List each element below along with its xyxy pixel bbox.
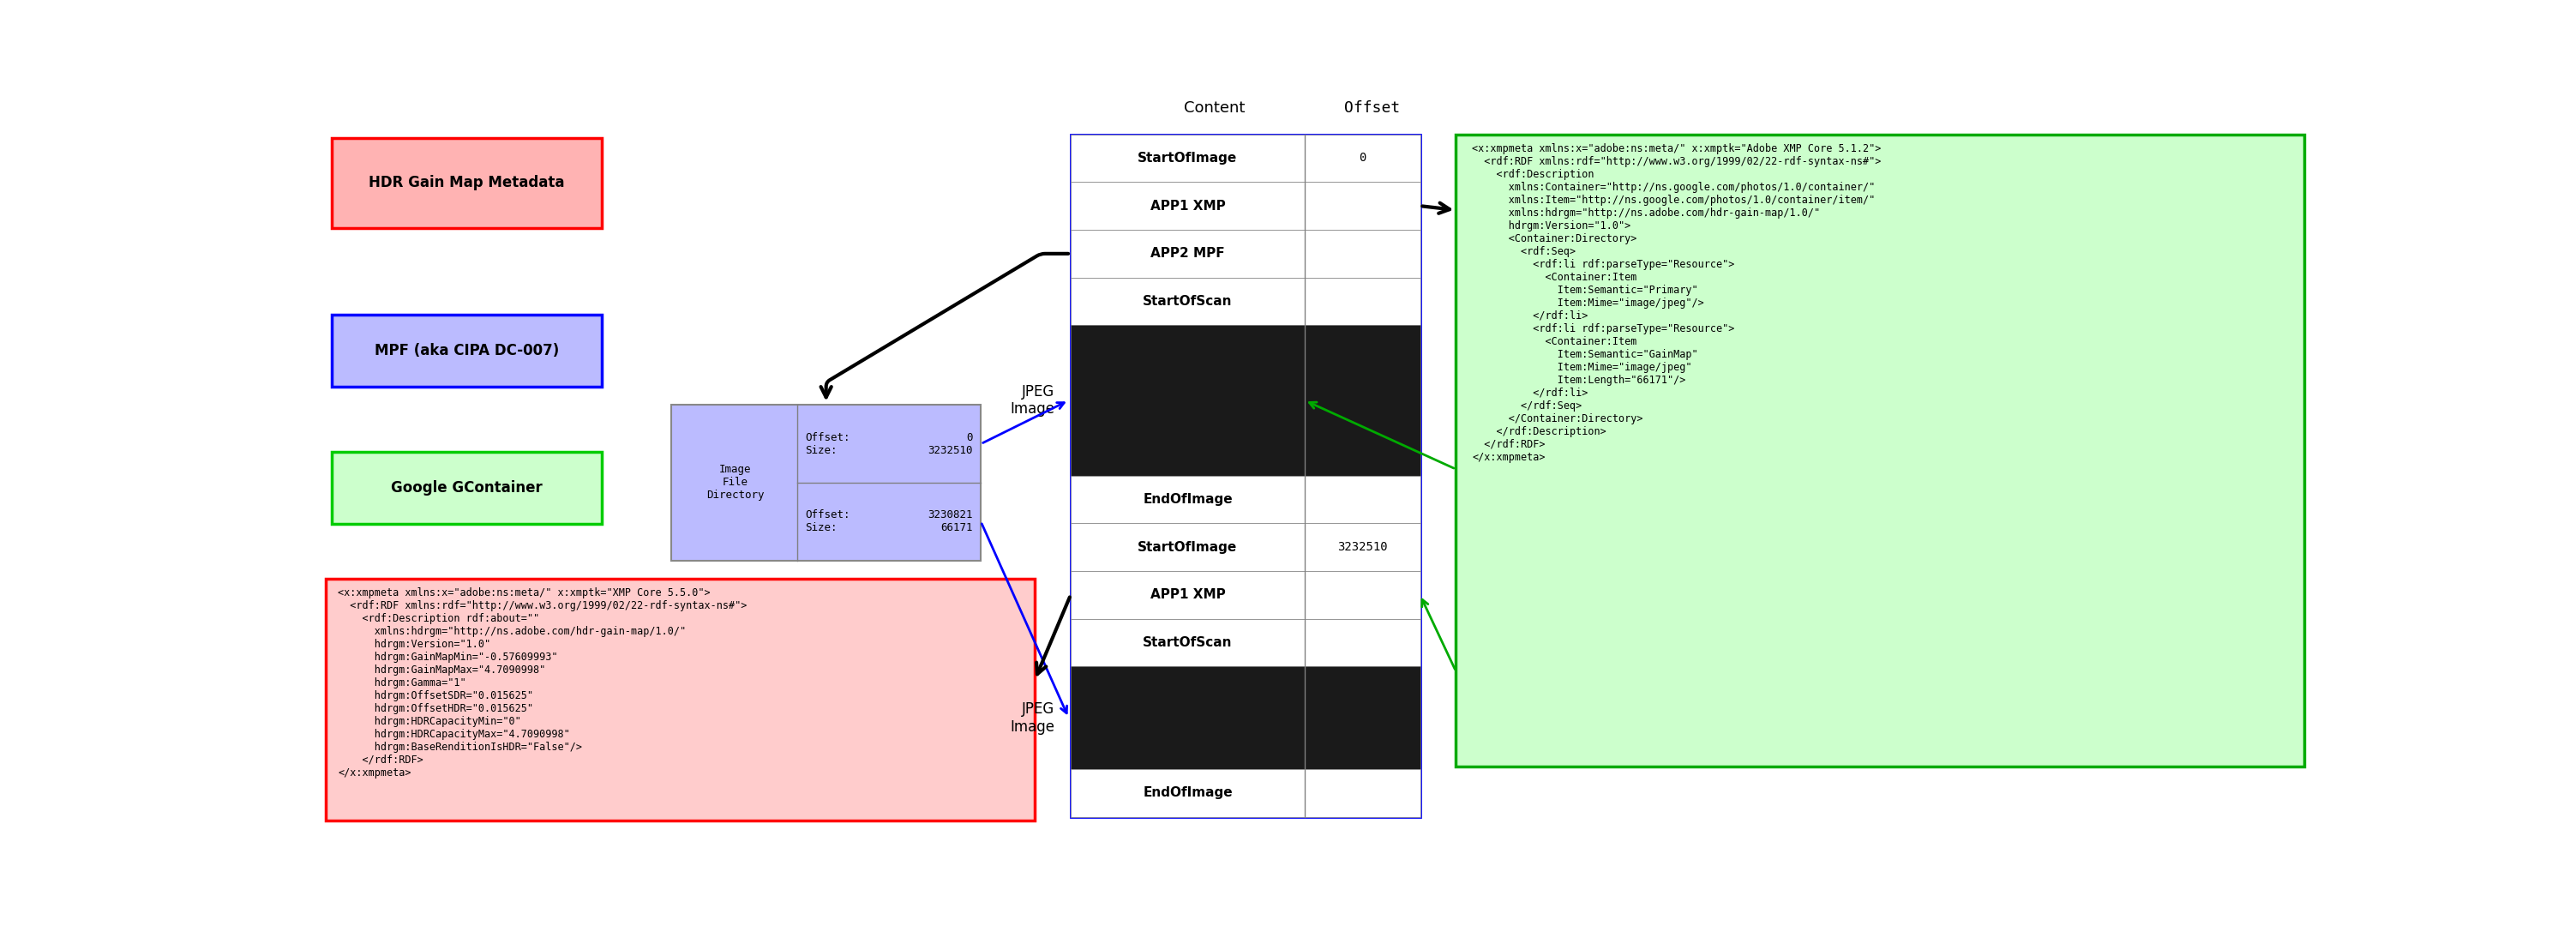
- Text: Content: Content: [1185, 100, 1244, 116]
- Text: 3230821
66171: 3230821 66171: [927, 509, 974, 534]
- Text: 0: 0: [1358, 152, 1365, 164]
- Text: StartOfImage: StartOfImage: [1139, 540, 1236, 553]
- FancyBboxPatch shape: [1072, 769, 1419, 817]
- Text: Offset: Offset: [1345, 100, 1401, 116]
- FancyBboxPatch shape: [1072, 523, 1419, 571]
- Text: Offset:
Size:: Offset: Size:: [806, 509, 850, 534]
- Text: APP1 XMP: APP1 XMP: [1149, 588, 1226, 601]
- FancyBboxPatch shape: [1072, 230, 1419, 278]
- FancyBboxPatch shape: [1072, 476, 1419, 523]
- Text: Google GContainer: Google GContainer: [392, 480, 544, 496]
- FancyBboxPatch shape: [1072, 325, 1419, 476]
- FancyBboxPatch shape: [1072, 278, 1419, 325]
- FancyBboxPatch shape: [332, 452, 603, 524]
- Text: 0
3232510: 0 3232510: [927, 431, 974, 456]
- FancyBboxPatch shape: [1072, 182, 1419, 230]
- FancyBboxPatch shape: [672, 405, 981, 560]
- FancyBboxPatch shape: [332, 138, 603, 228]
- FancyBboxPatch shape: [1072, 134, 1419, 817]
- Text: StartOfScan: StartOfScan: [1144, 295, 1231, 308]
- Text: HDR Gain Map Metadata: HDR Gain Map Metadata: [368, 175, 564, 190]
- Text: 3232510: 3232510: [1337, 541, 1388, 553]
- FancyBboxPatch shape: [327, 579, 1036, 821]
- FancyBboxPatch shape: [1455, 134, 2306, 766]
- FancyBboxPatch shape: [1072, 667, 1419, 769]
- Text: APP2 MPF: APP2 MPF: [1151, 248, 1224, 260]
- Text: StartOfImage: StartOfImage: [1139, 152, 1236, 164]
- Text: MPF (aka CIPA DC-007): MPF (aka CIPA DC-007): [374, 343, 559, 358]
- FancyBboxPatch shape: [1072, 134, 1419, 182]
- Text: <x:xmpmeta xmlns:x="adobe:ns:meta/" x:xmptk="XMP Core 5.5.0">
  <rdf:RDF xmlns:r: <x:xmpmeta xmlns:x="adobe:ns:meta/" x:xm…: [337, 587, 747, 779]
- FancyBboxPatch shape: [332, 315, 603, 387]
- Text: EndOfImage: EndOfImage: [1144, 786, 1231, 799]
- Text: APP1 XMP: APP1 XMP: [1149, 200, 1226, 212]
- Text: JPEG
Image: JPEG Image: [1010, 702, 1054, 734]
- Text: Offset:
Size:: Offset: Size:: [806, 431, 850, 456]
- FancyBboxPatch shape: [1072, 571, 1419, 619]
- FancyBboxPatch shape: [1072, 619, 1419, 667]
- Text: EndOfImage: EndOfImage: [1144, 493, 1231, 506]
- Text: StartOfScan: StartOfScan: [1144, 636, 1231, 649]
- Text: Image
File
Directory: Image File Directory: [706, 464, 765, 501]
- Text: <x:xmpmeta xmlns:x="adobe:ns:meta/" x:xmptk="Adobe XMP Core 5.1.2">
  <rdf:RDF x: <x:xmpmeta xmlns:x="adobe:ns:meta/" x:xm…: [1471, 143, 1880, 462]
- Text: JPEG
Image: JPEG Image: [1010, 384, 1054, 417]
